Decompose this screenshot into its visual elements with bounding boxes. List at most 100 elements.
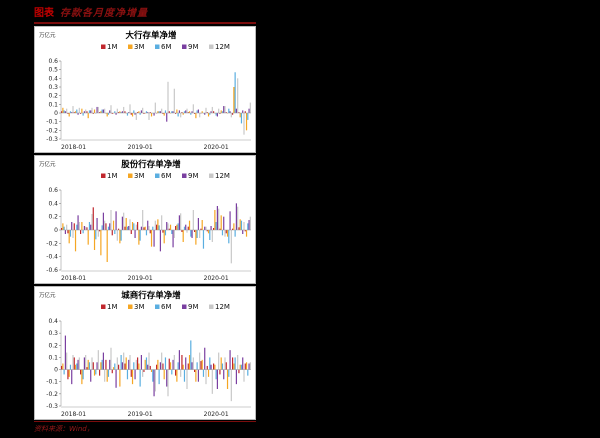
bar-3m	[119, 230, 121, 244]
bar-6m	[145, 230, 148, 236]
bar-9m	[178, 350, 180, 370]
bar-9m	[248, 108, 250, 113]
bar-3m	[138, 111, 140, 113]
bar-1m	[187, 226, 189, 230]
bar-1m	[73, 112, 75, 113]
bar-1m	[92, 113, 94, 114]
bar-12m	[142, 369, 144, 377]
y-tick-label: 0.6	[48, 187, 58, 194]
bar-9m	[102, 352, 104, 370]
bar-9m	[235, 108, 237, 113]
bar-1m	[130, 369, 132, 377]
legend-swatch-1m	[101, 173, 106, 178]
bar-1m	[99, 112, 101, 113]
bar-12m	[167, 223, 169, 230]
bar-6m	[221, 363, 224, 370]
bar-9m	[204, 113, 206, 115]
bar-9m	[71, 222, 73, 230]
bar-12m	[135, 113, 137, 120]
bar-9m	[159, 111, 161, 113]
bar-9m	[140, 110, 142, 113]
bar-1m	[149, 112, 151, 113]
bar-12m	[66, 108, 68, 113]
bar-9m	[223, 106, 225, 113]
bar-6m	[88, 362, 91, 370]
bar-9m	[147, 220, 149, 230]
bar-3m	[239, 113, 241, 118]
bar-12m	[85, 226, 87, 230]
bar-12m	[135, 224, 137, 230]
bar-6m	[63, 110, 65, 113]
bar-3m	[150, 113, 153, 117]
x-tick-label: 2018-01	[61, 411, 86, 418]
bar-1m	[130, 113, 132, 115]
x-tick-label: 2019-01	[128, 144, 153, 151]
bar-1m	[225, 112, 227, 113]
bar-3m	[112, 367, 115, 370]
bar-1m	[200, 228, 202, 230]
bar-9m	[235, 203, 237, 230]
bar-3m	[157, 219, 159, 230]
legend-swatch-6m	[155, 44, 160, 49]
bar-6m	[114, 230, 116, 234]
bar-12m	[237, 355, 239, 370]
y-tick-label: 0.4	[48, 200, 58, 207]
bar-9m	[210, 226, 212, 230]
legend-swatch-6m	[155, 173, 160, 178]
bar-3m	[201, 220, 203, 230]
bar-12m	[116, 230, 118, 241]
bar-6m	[133, 223, 135, 230]
bar-9m	[121, 111, 123, 113]
bar-1m	[219, 113, 221, 114]
bar-12m	[167, 369, 169, 397]
bar-1m	[149, 230, 151, 234]
bar-6m	[177, 113, 179, 117]
bar-12m	[186, 369, 188, 389]
bar-12m	[173, 88, 175, 113]
bar-6m	[95, 369, 97, 375]
bar-6m	[63, 226, 65, 230]
bar-1m	[143, 369, 145, 372]
chart-panel-city-banks: 城商行存单净增 万亿元 1M 3M 6M 9M 12M -0.3 -0.2 -0.1 0 0.1 0.2…	[34, 286, 256, 420]
bar-12m	[129, 355, 131, 370]
bar-12m	[97, 106, 99, 113]
bar-3m	[150, 230, 153, 247]
bar-6m	[107, 113, 110, 115]
bar-6m	[152, 226, 154, 230]
bar-9m	[229, 211, 231, 230]
y-tick-label: 0.5	[48, 67, 58, 74]
bar-1m	[181, 112, 183, 113]
bar-1m	[67, 230, 69, 234]
bar-9m	[64, 230, 66, 234]
bar-12m	[104, 108, 106, 113]
bar-12m	[161, 352, 163, 370]
bar-1m	[206, 365, 208, 370]
bar-12m	[218, 108, 220, 113]
bar-6m	[114, 363, 116, 370]
bar-12m	[142, 210, 144, 230]
bar-9m	[185, 110, 187, 113]
bar-6m	[139, 113, 141, 115]
bar-1m	[206, 230, 208, 232]
bar-6m	[177, 362, 179, 370]
bar-3m	[220, 357, 222, 370]
bar-9m	[166, 113, 168, 122]
y-axis-unit-label: 万亿元	[39, 160, 56, 168]
bar-6m	[69, 364, 72, 370]
bar-12m	[110, 210, 112, 230]
bar-9m	[128, 226, 130, 230]
bar-3m	[182, 230, 184, 242]
legend-swatch-9m	[182, 304, 187, 309]
bar-12m	[199, 352, 201, 370]
bar-3m	[138, 230, 140, 245]
bar-9m	[242, 110, 244, 113]
bar-9m	[109, 110, 111, 113]
bar-1m	[118, 228, 120, 230]
bar-1m	[238, 369, 240, 374]
y-axis-unit-label: 万亿元	[39, 31, 56, 39]
chart-panel-joint-stock-banks: 股份行存单净增 万亿元 1M 3M 6M 9M 12M -0.6 -0.4 -0.2 0 0.2 0.4…	[34, 155, 256, 284]
bar-12m	[243, 113, 245, 135]
figure-label: 图表	[34, 8, 54, 19]
bar-3m	[150, 369, 153, 372]
legend-label-1m: 1M	[107, 303, 118, 311]
